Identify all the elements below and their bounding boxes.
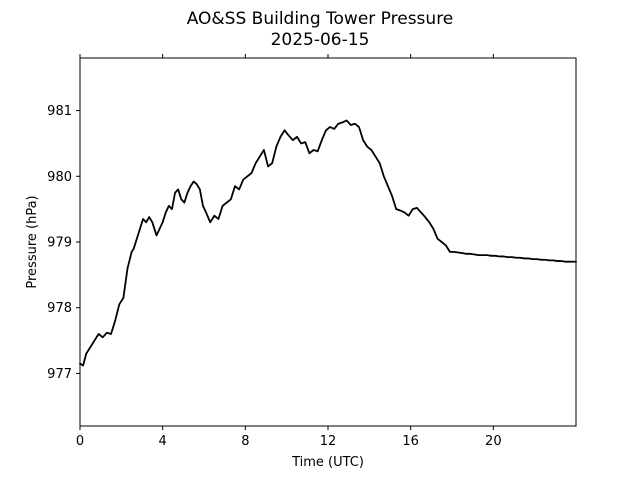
y-tick-label: 980 [47,170,72,185]
x-axis-ticks: 0 4 8 12 16 20 [76,54,502,449]
chart-title: AO&SS Building Tower Pressure [187,9,454,29]
plot-area [79,57,577,427]
x-tick-label: 8 [241,434,249,449]
x-tick-label: 4 [159,434,167,449]
y-tick-label: 977 [47,367,72,382]
y-axis-ticks: 977 978 979 980 981 [47,104,80,382]
x-tick-label: 0 [76,434,84,449]
x-tick-label: 12 [320,434,337,449]
y-tick-label: 981 [47,104,72,119]
chart-subtitle: 2025-06-15 [271,30,370,50]
y-axis-label: Pressure (hPa) [25,195,40,288]
y-tick-label: 979 [47,236,72,251]
x-tick-label: 20 [485,434,502,449]
x-axis-label: Time (UTC) [291,455,364,470]
plot-frame [79,57,577,427]
x-tick-label: 16 [402,434,419,449]
y-tick-label: 978 [47,301,72,316]
pressure-series-line [79,119,577,367]
